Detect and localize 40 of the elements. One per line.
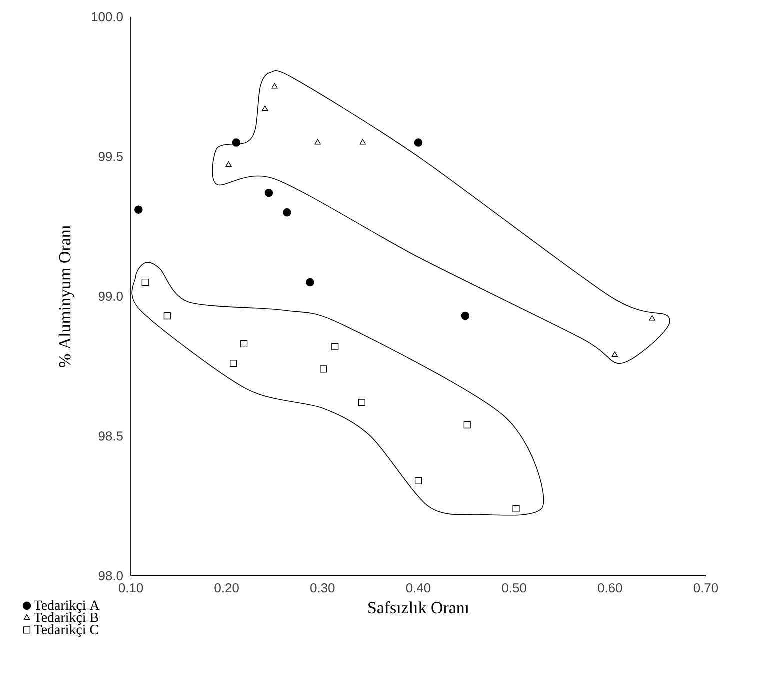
x-tick-label: 0.20	[214, 584, 239, 593]
x-tick-label: 0.60	[598, 584, 622, 593]
x-tick-label: 0.30	[310, 584, 335, 593]
legend-label: Tedarikçi B	[34, 612, 98, 626]
point	[512, 505, 520, 512]
y-tick-label: 99.5	[98, 152, 123, 162]
y-tick-label: 99.0	[98, 292, 123, 302]
point	[358, 399, 366, 406]
x-axis-title: Safsızlık Oranı	[368, 602, 470, 614]
x-tick-label: 0.50	[502, 584, 526, 593]
point	[264, 188, 274, 198]
y-tick-label: 98.0	[98, 571, 123, 581]
point	[464, 422, 471, 429]
point	[272, 83, 278, 89]
point	[262, 106, 268, 112]
point	[332, 343, 339, 350]
point	[226, 162, 232, 168]
point	[461, 312, 470, 320]
point	[612, 352, 618, 358]
y-tick-label: 98.5	[98, 432, 123, 441]
point	[142, 278, 149, 286]
x-tick-label: 0.10	[118, 584, 144, 593]
point	[314, 139, 321, 145]
point	[230, 360, 238, 368]
point	[164, 312, 171, 320]
point	[360, 139, 366, 145]
point	[320, 366, 328, 373]
legend-label: Tedarikçi C	[34, 624, 98, 638]
point	[414, 477, 422, 485]
x-tick-label: 0.40	[406, 584, 431, 593]
x-tick-label: 0.70	[694, 584, 718, 593]
point	[240, 340, 248, 348]
legend-label: Tedarikçi A	[34, 600, 100, 613]
point	[134, 206, 143, 214]
point	[414, 138, 423, 147]
point	[649, 315, 656, 321]
point	[283, 208, 292, 217]
y-axis-title: % Aluminyum Oranı	[58, 225, 74, 368]
point	[306, 278, 314, 287]
y-tick-label: 100.0	[92, 12, 123, 22]
